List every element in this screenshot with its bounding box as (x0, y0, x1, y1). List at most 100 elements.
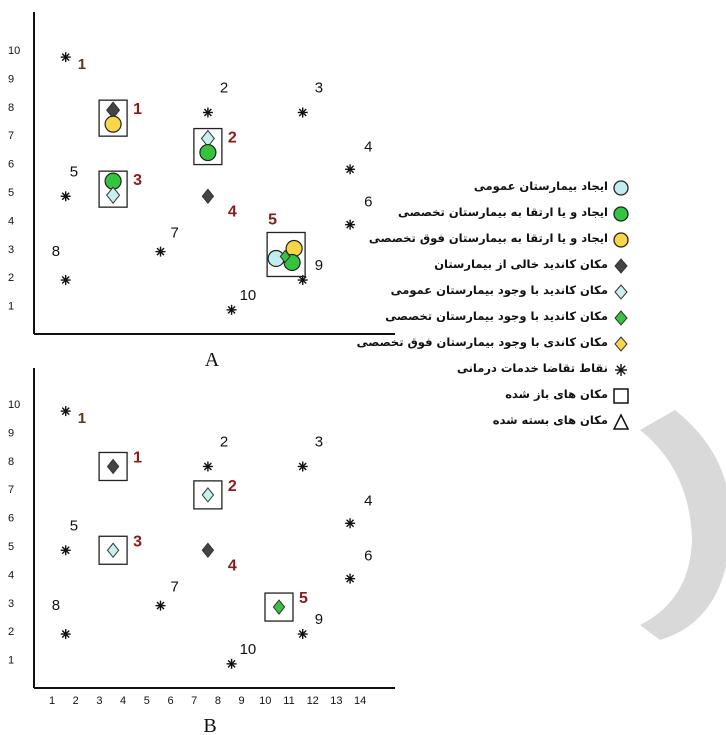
opened-site-square (98, 451, 128, 482)
legend-item: ایجاد بیمارستان عمومی (380, 176, 630, 202)
legend-item: ایجاد و یا ارتقا به بیمارستان فوق تخصصی (369, 228, 630, 254)
demand-point-asterisk (60, 406, 71, 417)
watermark-logo (640, 410, 726, 640)
y-tick-label: 5 (8, 541, 14, 553)
x-tick-label: 7 (191, 695, 197, 707)
site-number-label: 3 (133, 533, 142, 550)
demand-point-label: 5 (70, 163, 78, 180)
legend-label: مکان کاندید با وجود بیمارستان تخصصی (385, 309, 608, 323)
diamond-green-marker (279, 249, 291, 264)
opened-site-square (193, 480, 223, 510)
demand-point-asterisk (60, 629, 71, 640)
x-tick-label: 9 (239, 695, 245, 707)
y-tick-label: 6 (8, 159, 14, 171)
site-number-label: 1 (133, 449, 142, 466)
demand-point-asterisk (297, 629, 308, 640)
legend-label: ایجاد و یا ارتقا به بیمارستان تخصصی (397, 205, 608, 219)
site-number-label: 3 (133, 172, 142, 189)
legend-label: مکان های باز شده (505, 387, 608, 401)
site-number-label: 5 (268, 211, 277, 228)
panel-a-caption: A (205, 349, 220, 371)
demand-point-label: 10 (240, 641, 257, 658)
circle-green-icon (613, 206, 629, 222)
circle-green-marker (199, 143, 217, 162)
diamond-light-icon (614, 284, 628, 300)
x-tick-label: 2 (73, 695, 79, 707)
candidate-site-3: 3 (98, 170, 142, 208)
legend-item: ایجاد و یا ارتقا به بیمارستان تخصصی (380, 202, 630, 228)
demand-point-label: 6 (364, 194, 372, 211)
demand-point-label: 7 (171, 225, 179, 242)
y-tick-label: 2 (8, 272, 14, 284)
demand-point-asterisk (297, 461, 308, 472)
candidate-site-5: 5 (264, 590, 308, 622)
y-tick-label: 6 (8, 513, 14, 525)
y-tick-label: 1 (8, 655, 14, 667)
legend-label: ایجاد بیمارستان عمومی (473, 179, 608, 193)
legend-label: مکان های بسته شده (492, 413, 608, 427)
legend-item: نقاط تقاضا خدمات درمانی (380, 358, 630, 384)
demand-point-label: 5 (70, 517, 78, 534)
y-tick-label: 9 (8, 427, 14, 439)
demand-point-label: 10 (240, 287, 257, 304)
y-tick-label: 5 (8, 187, 14, 199)
demand-point-label: 9 (315, 611, 323, 628)
diamond-yellow-icon (614, 336, 628, 352)
demand-point-label: 8 (52, 597, 60, 614)
legend-item: مکان کاندید با وجود بیمارستان عمومی (380, 280, 630, 306)
legend-label: مکان کاندید خالی از بیمارستان (434, 257, 608, 271)
demand-point-label: 7 (171, 579, 179, 596)
demand-point-asterisk (202, 107, 213, 118)
y-tick-label: 7 (8, 484, 14, 496)
demand-point-asterisk (345, 219, 356, 230)
site-number-label: 4 (228, 203, 237, 220)
y-tick-label: 1 (8, 301, 14, 313)
legend-label: مکان کاندید با وجود بیمارستان عمومی (390, 283, 608, 297)
legend-label: ایجاد و یا ارتقا به بیمارستان فوق تخصصی (368, 231, 608, 245)
demand-point-label: 6 (364, 548, 372, 565)
circle-yellow-icon (613, 232, 629, 248)
diamond-dark-marker (201, 188, 215, 205)
diamond-light-marker (106, 186, 121, 204)
candidate-site-4: 4 (201, 542, 237, 574)
legend-item: مکان های بسته شده (380, 410, 630, 436)
panel-b-caption: B (203, 715, 216, 735)
demand-point-asterisk (226, 304, 237, 315)
demand-point-label: 9 (315, 257, 323, 274)
x-tick-label: 6 (167, 695, 173, 707)
opened-site-square (266, 231, 306, 278)
circle-yellow-marker (104, 115, 122, 133)
diamond-light-marker (106, 542, 120, 559)
site-number-label: 2 (228, 478, 237, 495)
opened-site-square (98, 535, 128, 565)
demand-point-asterisk (155, 600, 166, 611)
y-tick-label: 2 (8, 626, 14, 638)
demand-point-asterisk (345, 573, 356, 584)
candidate-site-2: 2 (193, 478, 237, 510)
demand-point-asterisk (297, 107, 308, 118)
legend: ایجاد بیمارستان عمومی ایجاد و یا ارتقا به… (357, 176, 630, 436)
x-tick-label: 12 (307, 695, 319, 707)
demand-point-asterisk (297, 275, 308, 286)
legend-item: مکان های باز شده (380, 384, 630, 410)
x-tick-label: 3 (96, 695, 102, 707)
demand-point-asterisk (60, 191, 71, 202)
y-tick-label: 4 (8, 215, 14, 227)
diamond-light-marker (201, 487, 215, 503)
demand-point-label: 8 (52, 243, 60, 260)
y-tick-label: 4 (8, 569, 14, 581)
circle-cyan-icon (613, 180, 629, 196)
site-number-label: 4 (228, 557, 237, 574)
diamond-green-icon (614, 310, 628, 326)
candidate-site-4: 4 (201, 188, 237, 220)
demand-point-asterisk (226, 658, 237, 669)
diamond-dark-icon (614, 258, 628, 274)
demand-point-label: 3 (315, 79, 323, 96)
y-tick-label: 7 (8, 130, 14, 142)
x-tick-label: 10 (259, 695, 271, 707)
demand-point-label: 4 (364, 492, 372, 509)
legend-item: مکان کاندید با وجود بیمارستان تخصصی (380, 306, 630, 332)
legend-label: نقاط تقاضا خدمات درمانی (456, 361, 608, 375)
x-tick-label: 11 (283, 695, 294, 707)
